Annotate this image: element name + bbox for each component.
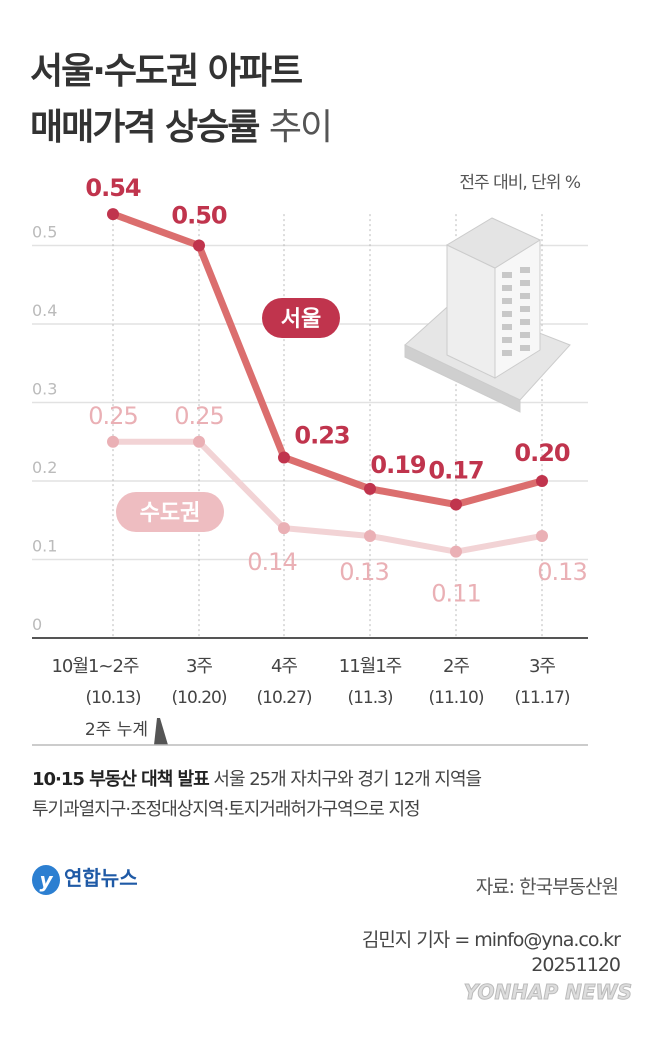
data-point bbox=[193, 239, 205, 252]
y-tick-label: 0.3 bbox=[32, 380, 57, 399]
data-point bbox=[278, 522, 290, 535]
series-badge-label: 수도권 bbox=[140, 501, 201, 526]
data-point bbox=[450, 545, 462, 558]
x-tick-label: 11월1주 bbox=[339, 656, 402, 677]
data-point bbox=[364, 482, 376, 495]
data-label: 0.50 bbox=[171, 202, 227, 230]
data-point bbox=[107, 208, 119, 221]
line-chart: 0 0.1 0.2 0.3 0.4 0.5 0.25 0.25 0.14 0.13 0.11 0.13… bbox=[32, 174, 588, 746]
annotation-label: 2주 누계 bbox=[85, 720, 148, 740]
unit-label: 전주 대비, 단위 % bbox=[459, 173, 581, 193]
source: 자료: 한국부동산원 bbox=[475, 876, 619, 898]
yonhap-logo-icon: y bbox=[32, 864, 60, 895]
data-label: 0.14 bbox=[247, 548, 296, 576]
x-tick-label: 3주 bbox=[186, 656, 212, 677]
title-line-2: 매매가격 상승률 추이 bbox=[30, 98, 333, 150]
data-point bbox=[450, 498, 462, 511]
data-point bbox=[278, 451, 290, 464]
data-label: 0.20 bbox=[514, 439, 570, 467]
credit-date: 20251120 bbox=[531, 954, 621, 976]
series-line-1 bbox=[113, 438, 543, 555]
credit-author: 김민지 기자 = minfo@yna.co.kr bbox=[361, 929, 621, 951]
title-line-1: 서울·수도권 아파트 bbox=[30, 51, 303, 92]
x-tick-label: 4주 bbox=[271, 656, 297, 677]
x-tick-sublabel: (10.27) bbox=[257, 688, 312, 708]
data-label: 0.54 bbox=[85, 174, 141, 202]
credit: 김민지 기자 = minfo@yna.co.kr 20251120 bbox=[361, 928, 621, 978]
series-badge-label: 서울 bbox=[281, 307, 321, 332]
series-line-0 bbox=[111, 210, 543, 509]
data-label: 0.25 bbox=[174, 402, 223, 430]
yonhap-logo: y 연합뉴스 bbox=[32, 862, 138, 895]
data-label: 0.17 bbox=[428, 457, 483, 485]
data-point bbox=[193, 435, 205, 448]
y-tick-label: 0 bbox=[32, 615, 42, 634]
x-tick-sublabel: (10.20) bbox=[172, 688, 227, 708]
logo-text: 연합뉴스 bbox=[64, 866, 138, 890]
x-tick-label: 10월1~2주 bbox=[51, 656, 138, 677]
y-tick-label: 0.4 bbox=[32, 301, 57, 320]
y-tick-label: 0.5 bbox=[32, 223, 57, 242]
data-label: 0.13 bbox=[537, 558, 586, 586]
series-badge bbox=[116, 492, 224, 532]
y-tick-label: 0.2 bbox=[32, 458, 57, 477]
x-tick-sublabel: (11.10) bbox=[429, 688, 484, 708]
data-label: 0.23 bbox=[294, 421, 349, 449]
data-label: 0.13 bbox=[339, 558, 388, 586]
data-point bbox=[364, 529, 376, 542]
title-light: 추이 bbox=[268, 107, 333, 148]
data-label: 0.19 bbox=[370, 451, 426, 479]
note-text-1: 서울 25개 자치구와 경기 12개 지역을 bbox=[213, 769, 482, 790]
data-point bbox=[536, 475, 548, 487]
x-tick-sublabel: (10.13) bbox=[86, 688, 141, 708]
note-bold: 10·15 부동산 대책 발표 bbox=[32, 769, 210, 790]
data-point bbox=[107, 435, 119, 448]
x-tick-label: 2주 bbox=[443, 656, 469, 677]
building-illustration bbox=[404, 217, 571, 413]
y-tick-label: 0.1 bbox=[32, 537, 57, 556]
x-tick-sublabel: (11.3) bbox=[347, 688, 392, 708]
note-line-2: 투기과열지구·조정대상지역·토지거래허가구역으로 지정 bbox=[32, 799, 421, 820]
series-badge bbox=[262, 298, 340, 338]
data-point bbox=[536, 529, 548, 542]
note-line-1: 10·15 부동산 대책 발표 서울 25개 자치구와 경기 12개 지역을 bbox=[32, 765, 482, 791]
watermark: YONHAP NEWS bbox=[463, 980, 632, 1005]
data-label: 0.25 bbox=[88, 402, 137, 430]
annotation-pointer bbox=[154, 718, 168, 745]
x-tick-sublabel: (11.17) bbox=[515, 688, 570, 708]
x-tick-label: 3주 bbox=[529, 656, 555, 677]
data-label: 0.11 bbox=[431, 580, 480, 608]
title-bold: 매매가격 상승률 bbox=[30, 107, 260, 148]
